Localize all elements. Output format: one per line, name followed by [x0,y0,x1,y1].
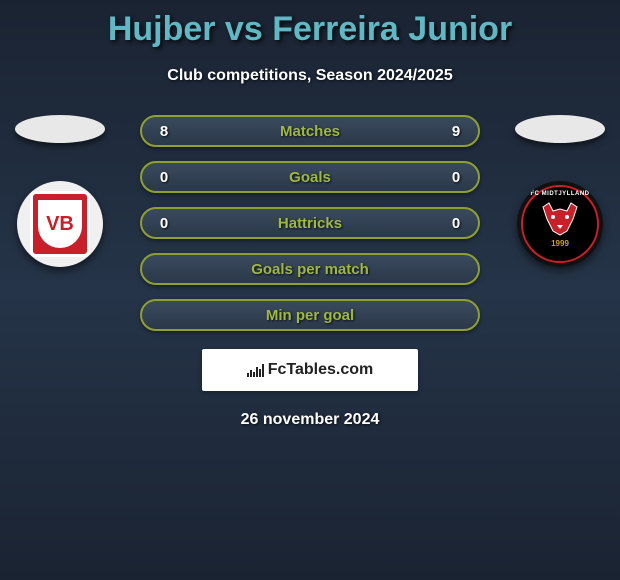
stat-row-goals-per-match: Goals per match [140,253,480,285]
vejle-letters: VB [46,213,74,236]
left-club-badge: VB [17,181,103,267]
vejle-badge-outer: VB [30,191,90,257]
stat-label: Matches [280,123,340,140]
stat-label: Goals [289,169,331,186]
wolf-head-icon [539,201,581,237]
stat-left-value: 0 [154,169,174,186]
right-player-avatar [515,115,605,143]
stat-label: Min per goal [266,307,354,324]
stat-right-value: 0 [446,215,466,232]
midtjylland-year: 1999 [551,239,569,248]
stat-row-goals: 0 Goals 0 [140,161,480,193]
stat-row-matches: 8 Matches 9 [140,115,480,147]
left-player-col: VB [10,115,110,267]
stat-left-value: 0 [154,215,174,232]
stat-right-value: 9 [446,123,466,140]
stat-row-hattricks: 0 Hattricks 0 [140,207,480,239]
midtjylland-badge: FC MIDTJYLLAND 1999 [521,185,599,263]
comparison-row: VB 8 Matches 9 0 Goals 0 0 Hattricks 0 G… [0,115,620,331]
vejle-badge-inner: VB [38,200,82,248]
date-line: 26 november 2024 [0,411,620,429]
watermark-box: FcTables.com [202,349,418,391]
right-player-col: FC MIDTJYLLAND 1999 [510,115,610,267]
stats-column: 8 Matches 9 0 Goals 0 0 Hattricks 0 Goal… [140,115,480,331]
right-club-badge: FC MIDTJYLLAND 1999 [517,181,603,267]
watermark: FcTables.com [247,361,374,379]
subtitle: Club competitions, Season 2024/2025 [0,67,620,85]
stat-left-value: 8 [154,123,174,140]
midtjylland-arc-text: FC MIDTJYLLAND [531,191,590,197]
stat-label: Goals per match [251,261,369,278]
chart-icon [247,363,264,377]
stat-label: Hattricks [278,215,342,232]
stat-right-value: 0 [446,169,466,186]
stat-row-min-per-goal: Min per goal [140,299,480,331]
page-title: Hujber vs Ferreira Junior [0,0,620,49]
left-player-avatar [15,115,105,143]
watermark-text: FcTables.com [268,361,374,379]
